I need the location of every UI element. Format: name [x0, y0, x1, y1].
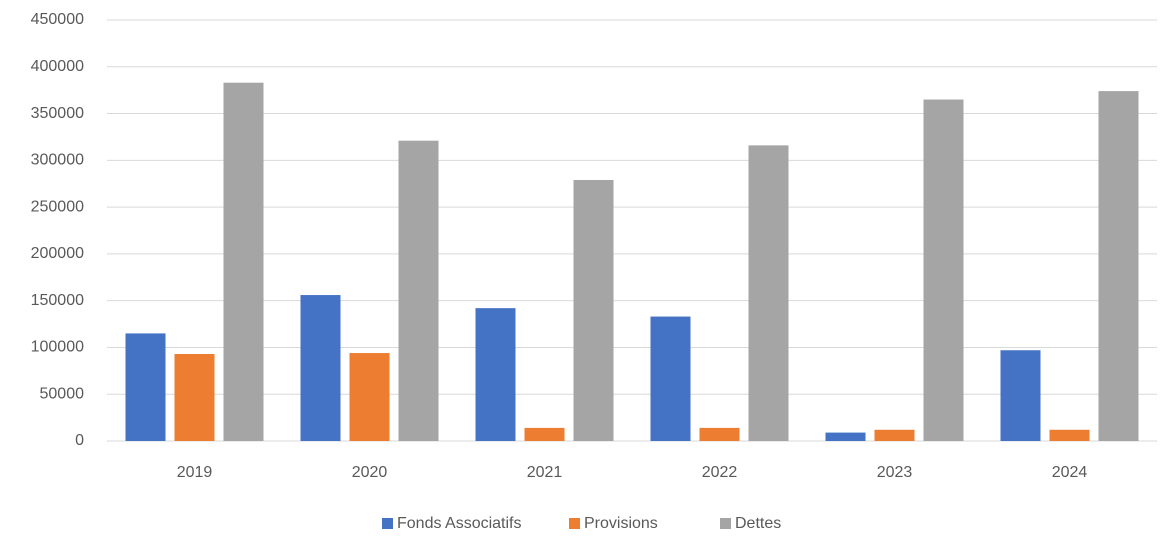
x-tick-label: 2020 [352, 464, 388, 481]
bar [223, 82, 264, 441]
legend-swatch [569, 518, 580, 529]
x-tick-label: 2024 [1052, 464, 1088, 481]
bar [699, 427, 740, 441]
y-tick-label: 100000 [31, 339, 84, 356]
bar [1049, 429, 1090, 441]
bar [398, 140, 439, 442]
bar [923, 99, 964, 442]
x-tick-label: 2023 [877, 464, 913, 481]
y-tick-label: 50000 [40, 385, 85, 402]
x-tick-label: 2022 [702, 464, 738, 481]
bar [1000, 350, 1041, 441]
bar [524, 427, 565, 441]
y-tick-label: 250000 [31, 198, 84, 215]
bar [874, 429, 915, 441]
y-tick-label: 300000 [31, 152, 84, 169]
y-tick-label: 400000 [31, 58, 84, 75]
legend-label: Fonds Associatifs [397, 515, 522, 532]
bar [174, 353, 215, 441]
bar [349, 353, 390, 441]
bar [125, 333, 166, 441]
legend-swatch [382, 518, 393, 529]
y-tick-label: 0 [75, 432, 84, 449]
legend-label: Provisions [584, 515, 658, 532]
x-tick-label: 2019 [177, 464, 213, 481]
legend-swatch [720, 518, 731, 529]
bar [825, 432, 866, 441]
legend-label: Dettes [735, 515, 781, 532]
x-tick-label: 2021 [527, 464, 563, 481]
y-tick-label: 150000 [31, 292, 84, 309]
bar [573, 179, 614, 442]
bar [748, 145, 789, 441]
y-tick-label: 200000 [31, 245, 84, 262]
bar [300, 295, 341, 441]
y-tick-label: 350000 [31, 105, 84, 122]
y-tick-label: 450000 [31, 11, 84, 28]
bar [650, 316, 691, 441]
bar [475, 308, 516, 441]
bar [1098, 91, 1139, 441]
